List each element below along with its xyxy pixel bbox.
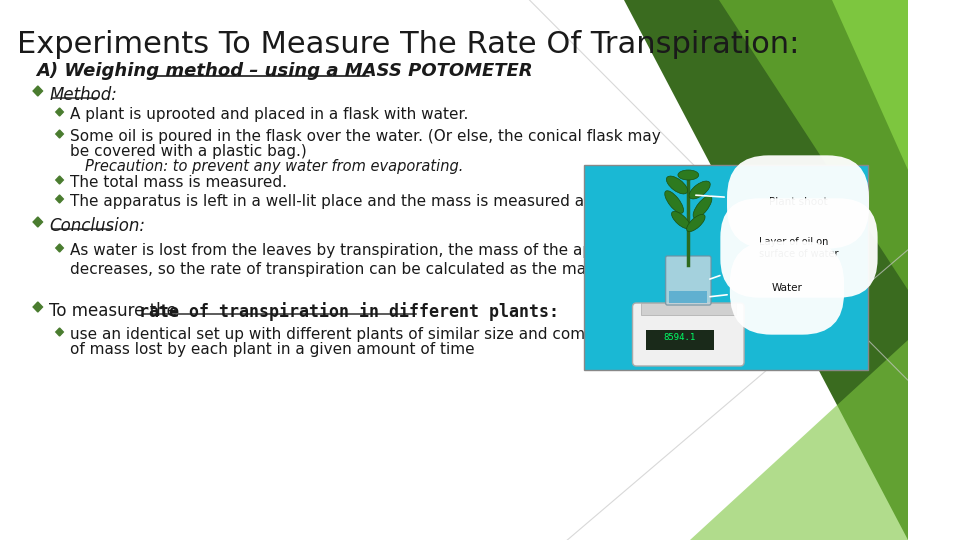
FancyBboxPatch shape <box>669 291 708 303</box>
Ellipse shape <box>678 170 699 180</box>
Text: The total mass is measured.: The total mass is measured. <box>70 175 287 190</box>
Text: As water is lost from the leaves by transpiration, the mass of the apparatus: As water is lost from the leaves by tran… <box>70 243 651 258</box>
Text: Experiments To Measure The Rate Of Transpiration:: Experiments To Measure The Rate Of Trans… <box>17 30 800 59</box>
Text: be covered with a plastic bag.): be covered with a plastic bag.) <box>70 144 306 159</box>
FancyBboxPatch shape <box>641 303 735 315</box>
Text: The apparatus is left in a well-lit place and the mass is measured again after 1: The apparatus is left in a well-lit plac… <box>70 194 687 209</box>
Polygon shape <box>33 217 42 227</box>
Polygon shape <box>56 176 63 184</box>
Text: use an identical set up with different plants of similar size and compare the am: use an identical set up with different p… <box>70 327 713 342</box>
Polygon shape <box>719 0 907 290</box>
Polygon shape <box>624 0 907 540</box>
Ellipse shape <box>666 176 687 194</box>
Text: A) Weighing method – using a MASS POTOMETER: A) Weighing method – using a MASS POTOME… <box>36 62 533 80</box>
Ellipse shape <box>689 181 710 199</box>
Text: Water: Water <box>710 283 803 296</box>
FancyBboxPatch shape <box>646 330 714 350</box>
Polygon shape <box>56 108 63 116</box>
Text: Layer of oil on
surface of water: Layer of oil on surface of water <box>709 237 839 279</box>
Text: Plant shoot: Plant shoot <box>696 195 828 207</box>
Text: A plant is uprooted and placed in a flask with water.: A plant is uprooted and placed in a flas… <box>70 107 468 122</box>
Polygon shape <box>56 130 63 138</box>
Text: decreases, so the rate of transpiration can be calculated as the mass lost per h: decreases, so the rate of transpiration … <box>70 262 708 277</box>
Polygon shape <box>33 302 42 312</box>
FancyBboxPatch shape <box>633 303 744 366</box>
Ellipse shape <box>693 195 712 218</box>
FancyBboxPatch shape <box>585 165 868 370</box>
Polygon shape <box>56 328 63 336</box>
Text: Precaution: to prevent any water from evaporating.: Precaution: to prevent any water from ev… <box>85 159 464 174</box>
Text: Method:: Method: <box>49 86 117 104</box>
Polygon shape <box>56 195 63 203</box>
Text: Some oil is poured in the flask over the water. (Or else, the conical flask may: Some oil is poured in the flask over the… <box>70 129 660 144</box>
Ellipse shape <box>664 191 684 213</box>
Polygon shape <box>33 86 42 96</box>
Polygon shape <box>832 0 907 170</box>
Text: rate of transpiration in different plants:: rate of transpiration in different plant… <box>139 302 560 321</box>
Polygon shape <box>56 244 63 252</box>
FancyBboxPatch shape <box>665 256 711 305</box>
Ellipse shape <box>686 214 705 232</box>
Text: of mass lost by each plant in a given amount of time: of mass lost by each plant in a given am… <box>70 342 474 357</box>
Text: 8594.1: 8594.1 <box>663 333 696 341</box>
Text: Conclusion:: Conclusion: <box>49 217 145 235</box>
Polygon shape <box>690 340 907 540</box>
Ellipse shape <box>672 211 690 228</box>
Text: To measure the: To measure the <box>49 302 182 320</box>
